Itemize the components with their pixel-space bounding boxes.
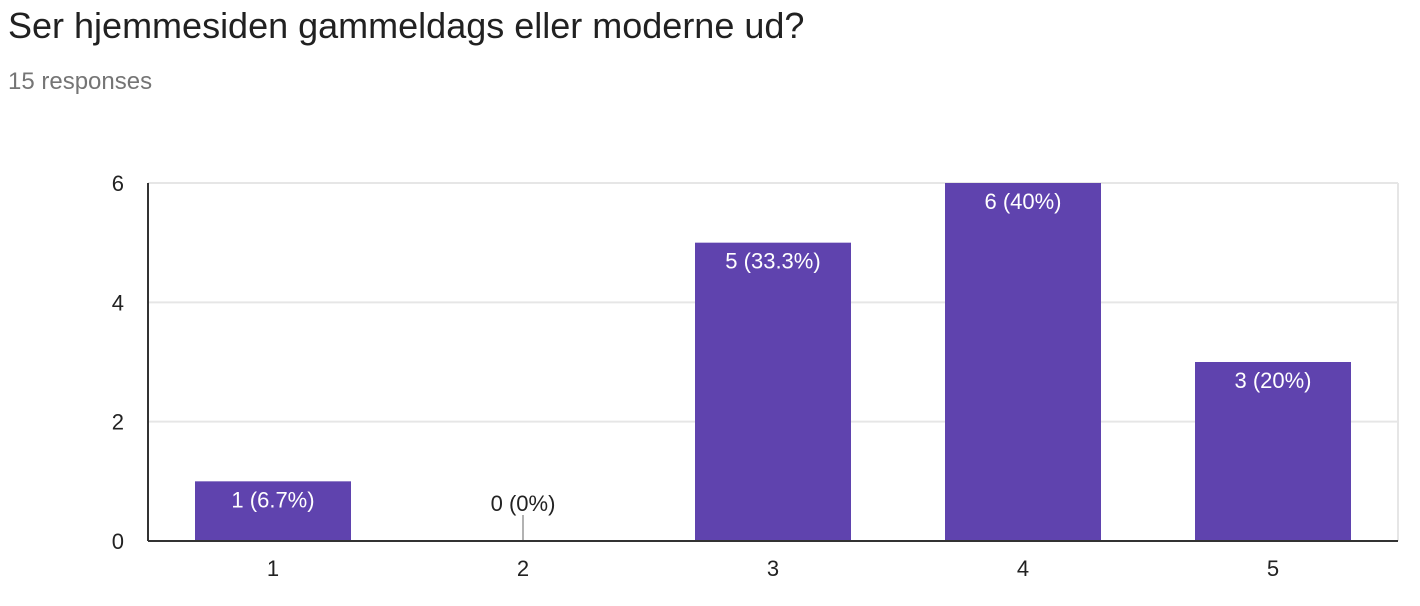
data-label: 5 (33.3%)	[725, 249, 820, 274]
x-tick-label: 3	[767, 556, 779, 581]
data-label: 6 (40%)	[984, 189, 1061, 214]
data-label: 1 (6.7%)	[231, 487, 314, 512]
y-tick-label: 6	[112, 171, 124, 196]
x-tick-label: 2	[517, 556, 529, 581]
y-tick-label: 4	[112, 290, 124, 315]
bar	[195, 481, 351, 541]
x-tick-label: 1	[267, 556, 279, 581]
question-title: Ser hjemmesiden gammeldags eller moderne…	[8, 5, 805, 46]
y-tick-label: 2	[112, 410, 124, 435]
x-tick-label: 5	[1267, 556, 1279, 581]
response-count: 15 responses	[8, 68, 153, 95]
x-tick-label: 4	[1017, 556, 1029, 581]
y-tick-label: 0	[112, 529, 124, 554]
bar	[695, 242, 851, 541]
bar	[945, 183, 1101, 541]
bar	[1195, 362, 1351, 541]
data-label: 0 (0%)	[491, 491, 556, 516]
data-label: 3 (20%)	[1234, 368, 1311, 393]
